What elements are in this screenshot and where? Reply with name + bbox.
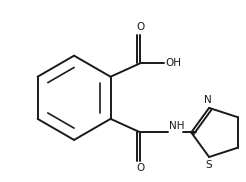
Text: O: O <box>136 163 145 173</box>
Text: NH: NH <box>169 121 184 131</box>
Text: N: N <box>204 95 212 105</box>
Text: O: O <box>136 22 145 32</box>
Text: S: S <box>206 160 212 170</box>
Text: OH: OH <box>165 58 181 68</box>
